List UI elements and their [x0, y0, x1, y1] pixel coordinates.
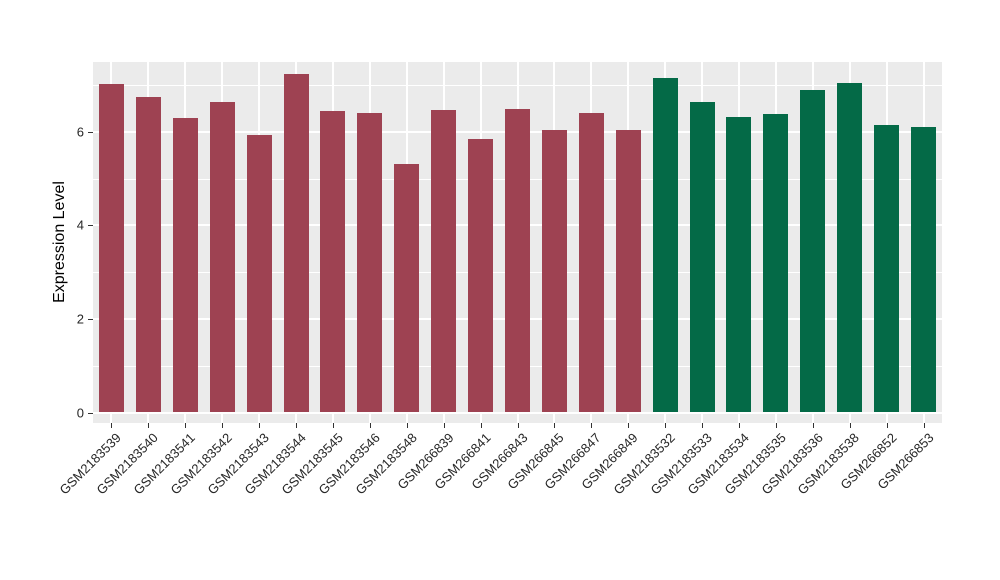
bar [800, 89, 826, 413]
y-axis-title: Expression Level [51, 181, 68, 303]
x-tick-mark [369, 423, 371, 428]
y-grid-minor [93, 84, 942, 86]
x-tick-mark [849, 423, 851, 428]
x-tick-mark [222, 423, 224, 428]
bar [726, 116, 752, 413]
bar [135, 97, 161, 413]
x-tick-mark [628, 423, 630, 428]
x-tick-mark [775, 423, 777, 428]
x-tick-mark [259, 423, 261, 428]
bar [911, 127, 937, 413]
x-tick-mark [185, 423, 187, 428]
bar [172, 118, 198, 413]
y-grid-major [93, 411, 942, 414]
y-tick-mark [88, 318, 93, 320]
bar [689, 102, 715, 413]
bar [652, 77, 678, 413]
bar [246, 134, 272, 413]
y-tick-mark [88, 225, 93, 227]
x-tick-mark [406, 423, 408, 428]
x-tick-mark [517, 423, 519, 428]
bar [283, 74, 309, 413]
x-tick-mark [738, 423, 740, 428]
x-tick-mark [332, 423, 334, 428]
x-tick-mark [480, 423, 482, 428]
bar [98, 83, 124, 413]
x-tick-mark [886, 423, 888, 428]
bar [578, 112, 604, 413]
bar [505, 108, 530, 413]
y-axis-tick-label: 2 [76, 311, 84, 327]
bar [763, 114, 789, 413]
x-tick-mark [702, 423, 704, 428]
bar [431, 109, 457, 413]
x-tick-mark [923, 423, 925, 428]
x-tick-mark [812, 423, 814, 428]
plot-panel [93, 62, 942, 423]
x-tick-mark [296, 423, 298, 428]
y-tick-mark [88, 412, 93, 414]
y-axis-tick-label: 0 [76, 405, 84, 420]
bar [320, 111, 346, 413]
bar [357, 112, 383, 413]
bar [615, 130, 641, 413]
y-tick-mark [88, 131, 93, 133]
x-tick-mark [591, 423, 593, 428]
x-tick-mark [665, 423, 667, 428]
bar [541, 129, 567, 413]
x-tick-mark [443, 423, 445, 428]
x-tick-mark [111, 423, 113, 428]
bar [468, 138, 494, 413]
x-tick-mark [554, 423, 556, 428]
y-axis-tick-label: 6 [76, 124, 84, 140]
y-axis-tick-label: 4 [76, 217, 84, 233]
bar [837, 83, 863, 413]
x-tick-mark [148, 423, 150, 428]
bar [394, 164, 420, 413]
bar [209, 102, 235, 413]
bar [874, 125, 900, 413]
